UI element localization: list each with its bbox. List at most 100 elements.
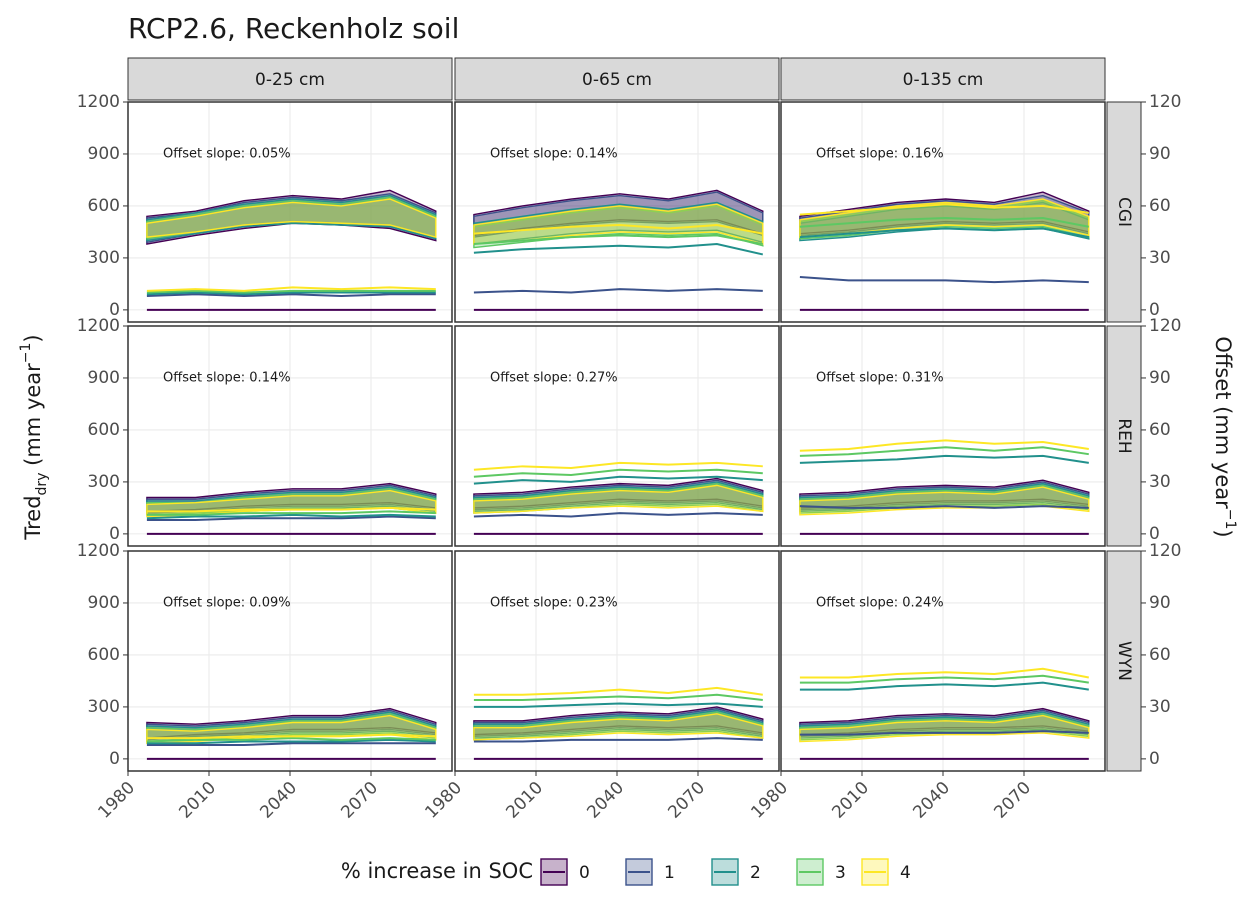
annotation: Offset slope: 0.09% xyxy=(163,595,291,610)
row-strip-label: WYN xyxy=(1114,641,1134,681)
offset-line xyxy=(146,515,436,522)
offset-line xyxy=(473,693,763,701)
offset-line xyxy=(473,243,764,256)
y-label-close: ) xyxy=(21,334,45,342)
offset-line xyxy=(473,223,763,235)
column-strip-label: 0-25 cm xyxy=(255,70,325,90)
y2-tick-label: 90 xyxy=(1149,144,1171,164)
y2-tick-label: 30 xyxy=(1149,248,1171,268)
legend-label: 2 xyxy=(750,863,761,883)
offset-line xyxy=(799,217,1089,228)
ribbon xyxy=(799,707,1090,736)
y-tick-label: 900 xyxy=(88,144,120,164)
ribbon xyxy=(473,191,764,238)
ribbon xyxy=(146,198,437,239)
y-tick-label: 1200 xyxy=(77,541,120,561)
offset-line xyxy=(473,288,763,294)
panel-border xyxy=(780,550,1106,772)
strip-bg xyxy=(454,57,780,101)
offset-line xyxy=(146,738,436,745)
column-strip-label: 0-135 cm xyxy=(903,70,984,90)
y2-tick-label: 0 xyxy=(1149,524,1160,544)
offset-line xyxy=(146,733,436,740)
y-tick-label: 600 xyxy=(88,420,120,440)
strip-bg xyxy=(780,57,1106,101)
offset-line xyxy=(799,674,1089,684)
offset-line xyxy=(473,702,763,708)
offset-line xyxy=(799,227,1089,239)
y2-tick-label: 30 xyxy=(1149,697,1171,717)
strip-bg xyxy=(127,57,453,101)
y-axis-label: Treddry (mm year−1) xyxy=(18,334,50,540)
x-tick-label: 2010 xyxy=(502,778,547,823)
y-tick-label: 600 xyxy=(88,645,120,665)
y2-tick-label: 0 xyxy=(1149,300,1160,320)
legend-title: % increase in SOC xyxy=(341,859,533,883)
ribbon xyxy=(146,194,437,242)
panel-border xyxy=(454,550,780,772)
offset-line xyxy=(473,475,763,485)
offset-line xyxy=(799,454,1089,464)
offset-line xyxy=(799,681,1089,691)
y2-tick-label: 90 xyxy=(1149,368,1171,388)
offset-line xyxy=(146,291,436,296)
y2-label-close: ) xyxy=(1211,529,1235,537)
y2-tick-label: 60 xyxy=(1149,420,1171,440)
panel-border xyxy=(780,101,1106,323)
y2-tick-label: 120 xyxy=(1149,316,1181,336)
offset-line xyxy=(146,289,436,294)
y-tick-label: 600 xyxy=(88,196,120,216)
row-strip-label: CGI xyxy=(1114,197,1134,227)
x-tick-label: 2040 xyxy=(583,778,628,823)
ribbon xyxy=(799,714,1090,743)
y-tick-label: 900 xyxy=(88,593,120,613)
ribbon xyxy=(473,713,764,741)
annotation: Offset slope: 0.16% xyxy=(816,146,944,161)
legend-label: 3 xyxy=(835,863,846,883)
y2-tick-label: 120 xyxy=(1149,541,1181,561)
legend-label: 1 xyxy=(664,863,675,883)
legend-label: 4 xyxy=(900,863,911,883)
offset-line xyxy=(473,468,763,478)
annotation: Offset slope: 0.14% xyxy=(490,146,618,161)
offset-line xyxy=(146,742,436,747)
panel-border xyxy=(454,101,780,323)
chart-title: RCP2.6, Reckenholz soil xyxy=(128,12,459,45)
y2-tick-label: 60 xyxy=(1149,196,1171,216)
offset-line xyxy=(799,275,1089,284)
offset-line xyxy=(473,737,763,743)
x-tick-label: 2070 xyxy=(337,778,382,823)
x-tick-label: 1980 xyxy=(747,778,792,823)
offset-line xyxy=(799,203,1089,216)
strip-bg xyxy=(1106,101,1142,323)
x-tick-label: 2070 xyxy=(664,778,709,823)
ribbon xyxy=(799,709,1090,738)
strip-bg xyxy=(1106,550,1142,772)
offset-line xyxy=(799,667,1089,679)
y2-tick-label: 90 xyxy=(1149,593,1171,613)
y2-tick-label: 120 xyxy=(1149,92,1181,112)
x-tick-label: 1980 xyxy=(94,778,139,823)
y-tick-label: 300 xyxy=(88,472,120,492)
y2-axis-label: Offset (mm year−1) xyxy=(1211,336,1238,537)
offset-line xyxy=(146,737,436,743)
y2-label-unit: Offset (mm year xyxy=(1211,336,1235,509)
annotation: Offset slope: 0.31% xyxy=(816,370,944,385)
offset-line xyxy=(799,439,1089,452)
annotation: Offset slope: 0.14% xyxy=(163,370,291,385)
y-label-sub: dry xyxy=(34,473,50,496)
ribbon xyxy=(473,484,764,514)
offset-line xyxy=(473,686,763,696)
offset-line xyxy=(799,446,1089,457)
y2-label-sup: −1 xyxy=(1222,509,1238,530)
x-tick-label: 2040 xyxy=(256,778,301,823)
y-tick-label: 300 xyxy=(88,248,120,268)
strip-bg xyxy=(1106,325,1142,547)
offset-line xyxy=(473,234,763,246)
ribbon xyxy=(473,189,764,237)
annotation: Offset slope: 0.27% xyxy=(490,370,618,385)
panel-border xyxy=(127,325,453,547)
x-tick-label: 2010 xyxy=(828,778,873,823)
y-label-sup: −1 xyxy=(18,343,34,364)
